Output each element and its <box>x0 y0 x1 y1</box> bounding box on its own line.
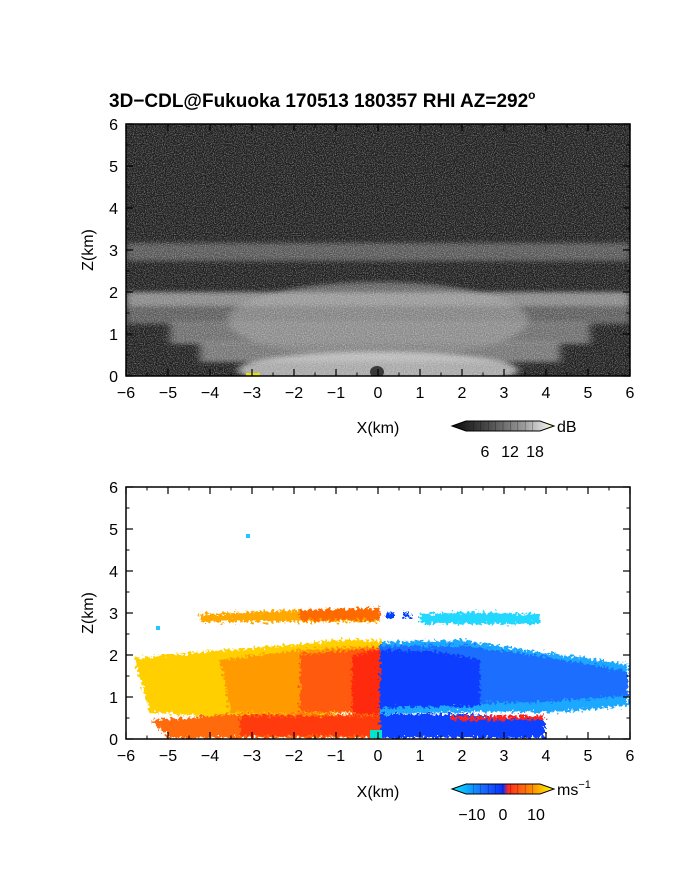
x-tick-label: 1 <box>416 748 425 765</box>
x-tick-label: 5 <box>584 385 593 402</box>
y-tick-label: 3 <box>109 243 118 260</box>
x-tick-label: −5 <box>159 748 177 765</box>
x-tick-label: −3 <box>243 748 261 765</box>
reflectivity-plot-area <box>126 124 630 376</box>
x-tick-label: 2 <box>458 748 467 765</box>
y-tick-label: 5 <box>109 159 118 176</box>
x-tick-label: −3 <box>243 385 261 402</box>
y-tick-label: 5 <box>109 522 118 539</box>
x-tick-label: 5 <box>584 748 593 765</box>
reflectivity-colorbar-ticks <box>473 421 533 431</box>
y-tick-label: 0 <box>109 732 118 749</box>
x-tick-label: 3 <box>500 748 509 765</box>
x-tick-label: −1 <box>327 748 345 765</box>
y-tick-label: 1 <box>109 327 118 344</box>
reflectivity-xlabel: X(km) <box>357 420 400 437</box>
doppler-plot-area <box>126 487 630 739</box>
colorbar-tick-label: 12 <box>501 444 519 461</box>
doppler-colorbar-ticks <box>473 784 533 794</box>
x-tick-label: 1 <box>416 385 425 402</box>
reflectivity-colorbar-unit: dB <box>557 419 577 436</box>
doppler-ylabel: Z(km) <box>80 592 97 634</box>
x-tick-label: −4 <box>201 748 219 765</box>
x-tick-label: 3 <box>500 385 509 402</box>
colorbar-tick-label: 18 <box>526 444 544 461</box>
x-tick-label: −4 <box>201 385 219 402</box>
x-tick-label: −5 <box>159 385 177 402</box>
x-tick-label: 0 <box>374 748 383 765</box>
y-tick-label: 2 <box>109 648 118 665</box>
x-tick-label: −6 <box>117 385 135 402</box>
y-tick-label: 6 <box>109 480 118 497</box>
doppler-axes: −6 −5 −4 −3 −2 −1 0 1 2 3 4 5 6 0 1 2 3 4 5 6 <box>109 480 634 765</box>
x-tick-label: 6 <box>626 385 635 402</box>
y-tick-label: 2 <box>109 285 118 302</box>
colorbar-tick-label: 0 <box>499 807 508 824</box>
x-tick-label: 6 <box>626 748 635 765</box>
x-tick-label: 4 <box>542 385 551 402</box>
y-tick-label: 1 <box>109 690 118 707</box>
chart-title: 3D−CDL@Fukuoka 170513 180357 RHI AZ=292o <box>109 88 536 112</box>
y-tick-label: 0 <box>109 369 118 386</box>
reflectivity-axes: −6 −5 −4 −3 −2 −1 0 1 2 3 4 5 6 0 1 2 3 4 5 6 <box>109 117 634 402</box>
x-tick-label: 2 <box>458 385 467 402</box>
y-tick-label: 3 <box>109 606 118 623</box>
doppler-colorbar-unit: ms−1 <box>557 779 591 799</box>
x-tick-label: 4 <box>542 748 551 765</box>
x-tick-label: 0 <box>374 385 383 402</box>
y-tick-label: 4 <box>109 201 118 218</box>
y-tick-label: 4 <box>109 564 118 581</box>
colorbar-tick-label: −10 <box>458 807 485 824</box>
x-tick-label: −2 <box>285 748 303 765</box>
x-tick-label: −1 <box>327 385 345 402</box>
colorbar-tick-label: 10 <box>527 807 545 824</box>
reflectivity-ylabel: Z(km) <box>80 229 97 271</box>
x-tick-label: −6 <box>117 748 135 765</box>
colorbar-tick-label: 6 <box>481 444 490 461</box>
doppler-xlabel: X(km) <box>357 784 400 801</box>
doppler-colorbar: ms−1 −10 0 10 <box>450 779 591 824</box>
x-tick-label: −2 <box>285 385 303 402</box>
y-tick-label: 6 <box>109 117 118 134</box>
reflectivity-colorbar: dB 6 12 18 <box>450 419 577 461</box>
